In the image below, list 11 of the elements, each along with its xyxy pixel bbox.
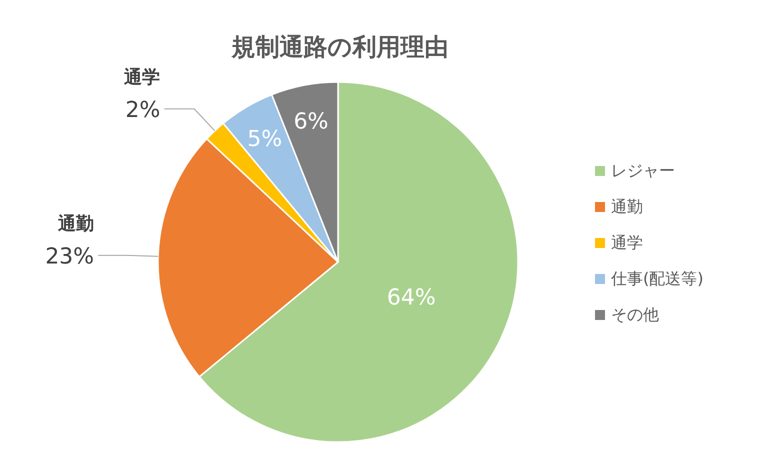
legend-label: その他 [611,305,659,324]
legend-label: レジャー [611,161,675,180]
data-label: 6% [294,110,328,135]
data-label: 通勤 23% [45,213,94,270]
legend-label: 仕事(配送等) [610,269,704,288]
chart-title: 規制通路の利用理由 [230,33,448,61]
data-label: 64% [386,285,436,310]
legend-label: 通勤 [611,197,643,216]
data-label: 通学 2% [123,66,160,123]
legend-label: 通学 [611,233,643,252]
data-label: 5% [247,127,282,152]
